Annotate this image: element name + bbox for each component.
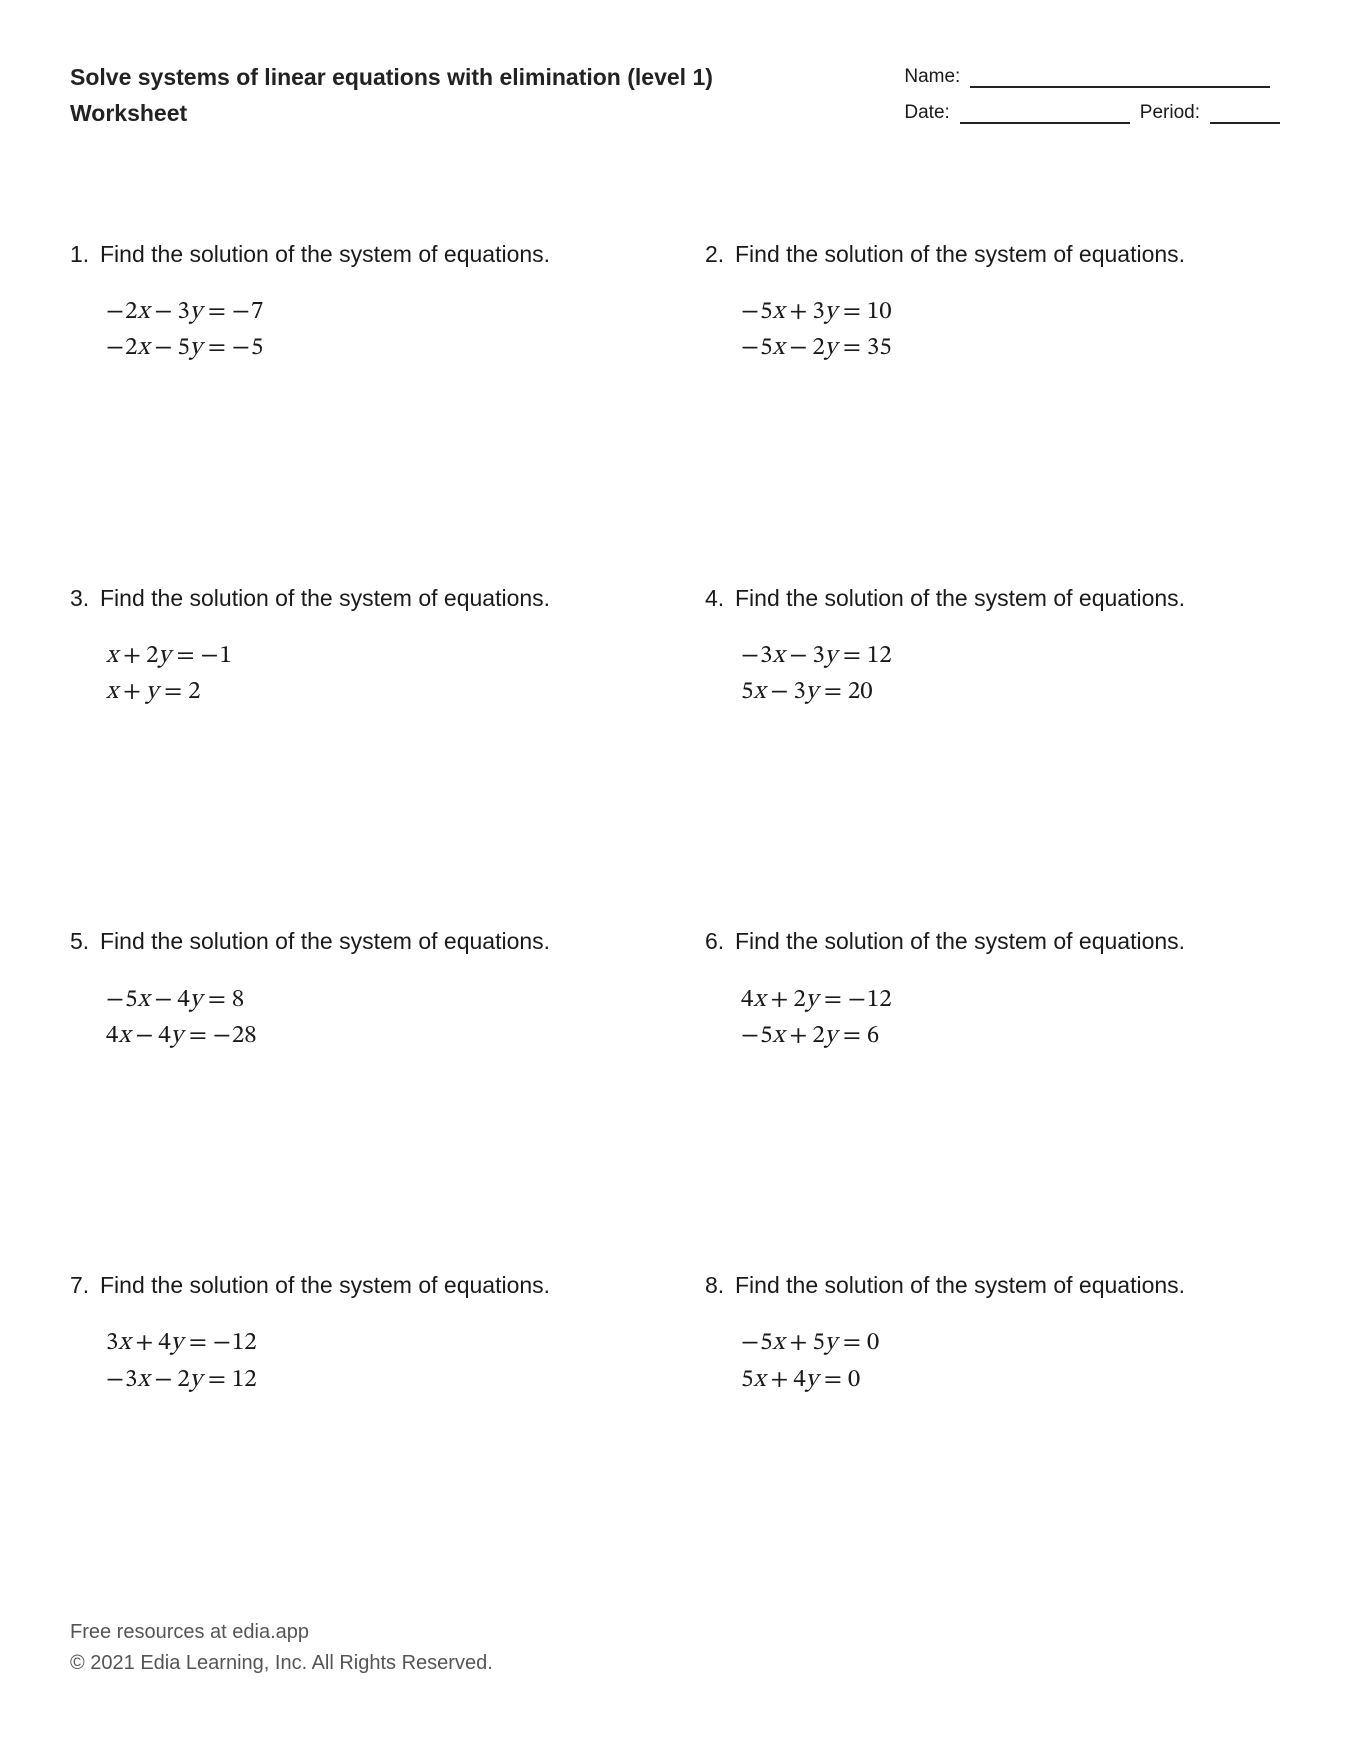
equation-1: −5x+3y=10: [741, 294, 1280, 330]
equation-1: x+2y=−1: [106, 638, 645, 674]
problem-3: 3.Find the solution of the system of equ…: [70, 582, 645, 711]
footer-line-1: Free resources at edia.app: [70, 1617, 493, 1648]
problem-1: 1.Find the solution of the system of equ…: [70, 238, 645, 367]
problem-2: 2.Find the solution of the system of equ…: [705, 238, 1280, 367]
footer: Free resources at edia.app © 2021 Edia L…: [70, 1617, 493, 1679]
problem-number: 6.: [705, 925, 727, 957]
problem-prompt: 7.Find the solution of the system of equ…: [70, 1269, 645, 1301]
problem-number: 7.: [70, 1269, 92, 1301]
equations: −5x+5y=05x+4y=0: [705, 1325, 1280, 1398]
prompt-text: Find the solution of the system of equat…: [735, 1269, 1185, 1301]
prompt-text: Find the solution of the system of equat…: [735, 238, 1185, 270]
problem-prompt: 1.Find the solution of the system of equ…: [70, 238, 645, 270]
date-label: Date:: [904, 102, 949, 124]
equation-2: 5x+4y=0: [741, 1362, 1280, 1398]
problem-prompt: 4.Find the solution of the system of equ…: [705, 582, 1280, 614]
equations: 3x+4y=−12−3x−2y=12: [70, 1325, 645, 1398]
problem-number: 5.: [70, 925, 92, 957]
problem-4: 4.Find the solution of the system of equ…: [705, 582, 1280, 711]
prompt-text: Find the solution of the system of equat…: [100, 925, 550, 957]
equation-1: −2x−3y=−7: [106, 294, 645, 330]
equation-2: −5x−2y=35: [741, 330, 1280, 366]
equations: −2x−3y=−7−2x−5y=−5: [70, 294, 645, 367]
equations: 4x+2y=−12−5x+2y=6: [705, 982, 1280, 1055]
equation-2: −2x−5y=−5: [106, 330, 645, 366]
title-block: Solve systems of linear equations with e…: [70, 60, 713, 131]
equation-1: 3x+4y=−12: [106, 1325, 645, 1361]
footer-line-2: © 2021 Edia Learning, Inc. All Rights Re…: [70, 1648, 493, 1679]
title-line-2: Worksheet: [70, 96, 713, 132]
problem-prompt: 2.Find the solution of the system of equ…: [705, 238, 1280, 270]
problem-number: 1.: [70, 238, 92, 270]
equations: −3x−3y=125x−3y=20: [705, 638, 1280, 711]
problem-number: 8.: [705, 1269, 727, 1301]
name-field[interactable]: [970, 67, 1270, 88]
meta-block: Name: Date: Period:: [904, 60, 1280, 138]
equation-1: −5x+5y=0: [741, 1325, 1280, 1361]
period-field[interactable]: [1210, 103, 1280, 124]
name-label: Name:: [904, 66, 960, 88]
equations: −5x+3y=10−5x−2y=35: [705, 294, 1280, 367]
prompt-text: Find the solution of the system of equat…: [735, 582, 1185, 614]
problems-grid: 1.Find the solution of the system of equ…: [70, 238, 1280, 1398]
prompt-text: Find the solution of the system of equat…: [100, 582, 550, 614]
equation-2: −3x−2y=12: [106, 1362, 645, 1398]
prompt-text: Find the solution of the system of equat…: [100, 1269, 550, 1301]
equation-2: −5x+2y=6: [741, 1018, 1280, 1054]
worksheet-header: Solve systems of linear equations with e…: [70, 60, 1280, 138]
equation-2: x+y=2: [106, 674, 645, 710]
date-row: Date: Period:: [904, 102, 1280, 124]
problem-prompt: 5.Find the solution of the system of equ…: [70, 925, 645, 957]
problem-prompt: 8.Find the solution of the system of equ…: [705, 1269, 1280, 1301]
problem-number: 2.: [705, 238, 727, 270]
name-row: Name:: [904, 66, 1280, 88]
problem-6: 6.Find the solution of the system of equ…: [705, 925, 1280, 1054]
problem-prompt: 3.Find the solution of the system of equ…: [70, 582, 645, 614]
problem-prompt: 6.Find the solution of the system of equ…: [705, 925, 1280, 957]
problem-number: 4.: [705, 582, 727, 614]
equation-2: 5x−3y=20: [741, 674, 1280, 710]
equation-1: 4x+2y=−12: [741, 982, 1280, 1018]
problem-7: 7.Find the solution of the system of equ…: [70, 1269, 645, 1398]
prompt-text: Find the solution of the system of equat…: [735, 925, 1185, 957]
date-field[interactable]: [960, 103, 1130, 124]
prompt-text: Find the solution of the system of equat…: [100, 238, 550, 270]
equations: −5x−4y=84x−4y=−28: [70, 982, 645, 1055]
equation-2: 4x−4y=−28: [106, 1018, 645, 1054]
problem-number: 3.: [70, 582, 92, 614]
period-label: Period:: [1140, 102, 1200, 124]
equation-1: −3x−3y=12: [741, 638, 1280, 674]
title-line-1: Solve systems of linear equations with e…: [70, 60, 713, 96]
problem-5: 5.Find the solution of the system of equ…: [70, 925, 645, 1054]
equations: x+2y=−1x+y=2: [70, 638, 645, 711]
problem-8: 8.Find the solution of the system of equ…: [705, 1269, 1280, 1398]
equation-1: −5x−4y=8: [106, 982, 645, 1018]
